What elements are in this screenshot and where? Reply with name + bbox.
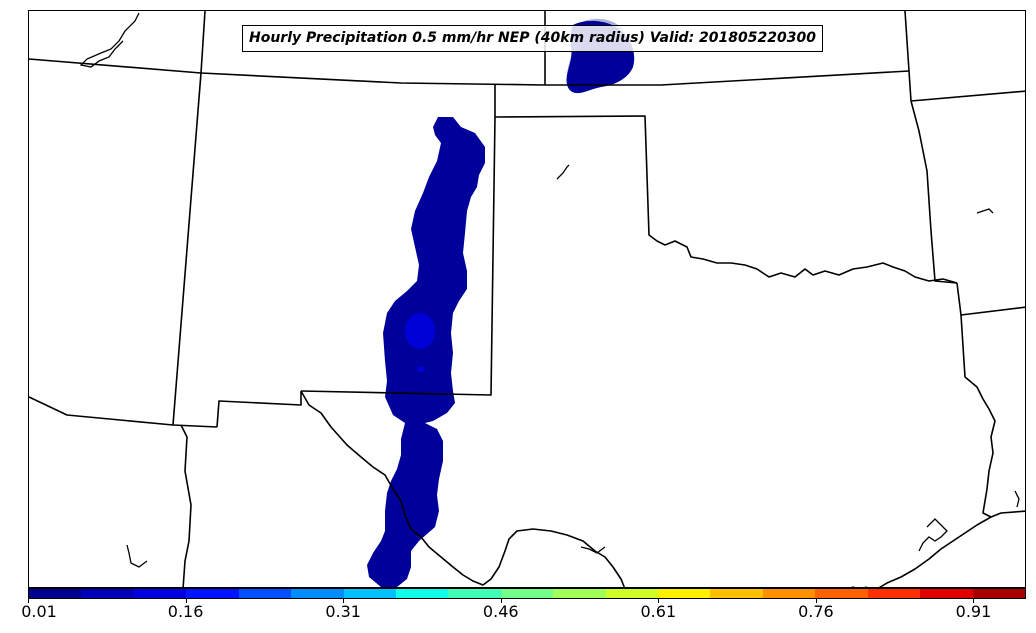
colorbar-tick-label: 0.91 — [955, 602, 992, 621]
colorbar-segment — [920, 589, 973, 598]
border-arizona-new-mexico — [172, 72, 202, 426]
great-salt-lake — [79, 12, 140, 68]
colorbar-segment — [29, 589, 82, 598]
border-new-mexico-east — [300, 85, 496, 396]
water-features — [79, 12, 1020, 587]
colorbar-tick-label: 0.01 — [21, 602, 57, 621]
coast-detail-texas-bay — [918, 518, 948, 552]
lake-kansas — [556, 164, 570, 180]
colorbar-tick — [343, 599, 345, 603]
map-panel: Hourly Precipitation 0.5 mm/hr NEP (40km… — [28, 10, 1026, 588]
precip-area-main — [367, 117, 485, 587]
gulf-coast-texas — [878, 516, 992, 587]
lake-arkansas — [976, 208, 994, 214]
colorbar-segment — [133, 589, 187, 598]
coast-detail-louisiana — [1014, 490, 1020, 508]
colorbar-segment — [553, 589, 606, 598]
border-arkansas-west — [910, 100, 958, 284]
colorbar-tick-label: 0.76 — [798, 602, 834, 621]
colorbar-segment — [395, 589, 449, 598]
colorbar-segment — [238, 589, 292, 598]
border-texas-louisiana — [960, 314, 996, 518]
colorbar-segment — [448, 589, 501, 598]
state-boundaries — [29, 11, 1025, 587]
border-colorado-north-region — [29, 58, 910, 86]
border-new-mexico-south — [216, 391, 302, 428]
precip-areas — [367, 18, 635, 587]
map-canvas — [29, 11, 1025, 587]
colorbar-segment — [186, 589, 239, 598]
colorbar-tick — [500, 599, 502, 603]
colorbar-segment — [762, 589, 816, 598]
colorbar-tick — [815, 599, 817, 603]
colorbar-segment — [972, 589, 1026, 598]
colorbar-segment — [658, 589, 711, 598]
colorbar-segment — [867, 589, 921, 598]
colorbar-tick-label: 0.31 — [325, 602, 361, 621]
border-kansas-missouri — [904, 11, 912, 102]
border-rio-grande — [300, 390, 626, 587]
colorbar-tick-label: 0.46 — [482, 602, 519, 621]
gulf-coast — [990, 510, 1025, 518]
border-colorado-west — [200, 11, 206, 74]
map-title: Hourly Precipitation 0.5 mm/hr NEP (40km… — [242, 25, 823, 52]
lake-texas-south — [580, 546, 606, 554]
colorbar-segment — [710, 589, 763, 598]
border-oklahoma-panhandle — [494, 115, 958, 284]
colorbar-tick — [658, 599, 660, 603]
border-arizona-mexico — [29, 396, 218, 428]
colorbar — [28, 588, 1026, 599]
colorbar-tick — [973, 599, 975, 603]
colorbar-tick-label: 0.61 — [640, 602, 677, 621]
colorbar-segment — [815, 589, 868, 598]
border-arizona-sonora — [180, 424, 192, 587]
colorbar-segment — [81, 589, 134, 598]
colorbar-tick-label: 0.16 — [167, 602, 204, 621]
colorbar-segment — [291, 589, 344, 598]
border-arkansas-louisiana — [956, 282, 1025, 316]
lake-arizona-south — [126, 544, 148, 568]
colorbar-segment — [605, 589, 659, 598]
colorbar-tick — [185, 599, 187, 603]
colorbar-segment — [500, 589, 554, 598]
colorbar-tick — [28, 599, 29, 603]
precip-area-level2 — [405, 313, 435, 349]
border-missouri-arkansas — [910, 90, 1025, 102]
precip-area-level2-dot — [417, 366, 425, 372]
colorbar-segment — [343, 589, 396, 598]
